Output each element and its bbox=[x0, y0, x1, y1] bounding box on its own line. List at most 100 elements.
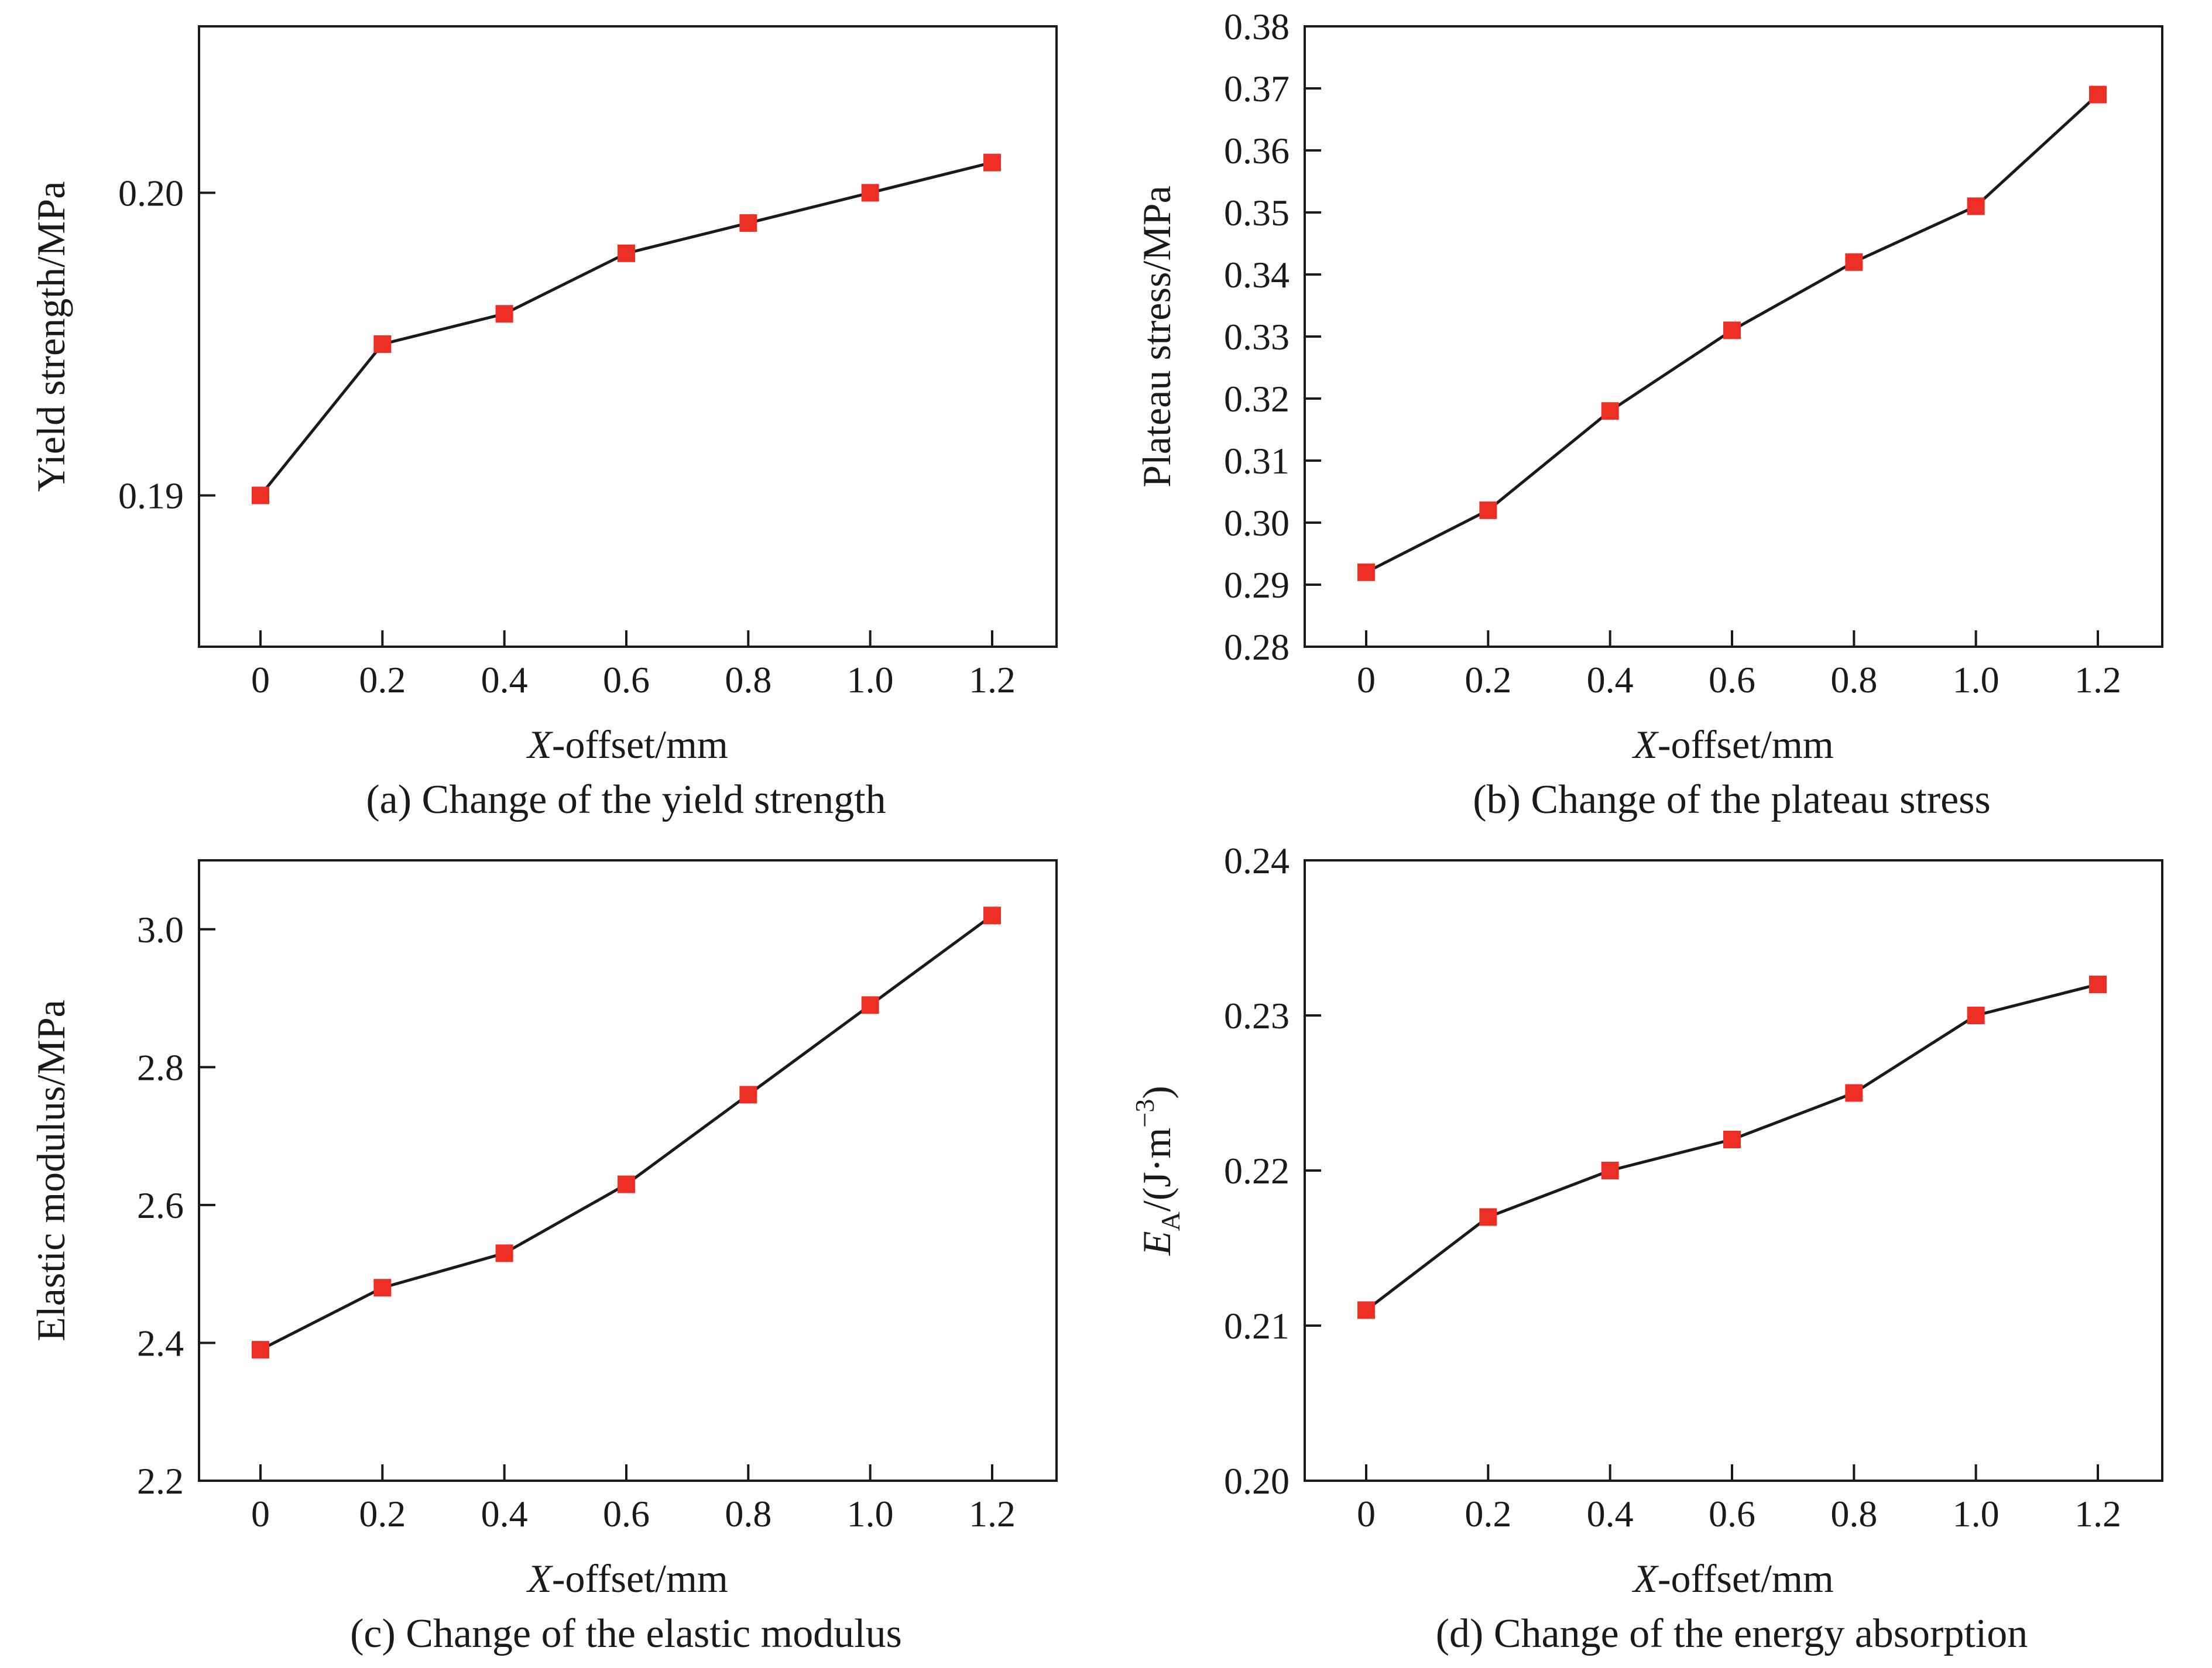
panel-elastic-modulus: 2.2 2.4 2.6 2.8 3.0 0 0.2 0.4 0.6 0.8 1.0 1.2 X-offs… bbox=[0, 834, 1106, 1668]
caption-plateau-stress: (b) Change of the plateau stress bbox=[1473, 777, 1991, 822]
series-line bbox=[259, 914, 994, 1351]
data-point-marker bbox=[1723, 1131, 1741, 1148]
chart-plateau-stress: 0.28 0.29 0.30 0.31 0.32 0.33 0.34 0.35 0.36 0.37… bbox=[1106, 0, 2211, 770]
y-tick-label: 0.22 bbox=[1224, 1150, 1290, 1192]
x-tick-label: 0 bbox=[1357, 659, 1376, 701]
axis-title-part: Plateau stress/MPa bbox=[1134, 186, 1179, 488]
y-tick-label: 0.33 bbox=[1224, 316, 1290, 358]
data-point-marker bbox=[1479, 501, 1497, 519]
y-tick-label: 2.4 bbox=[137, 1322, 184, 1364]
data-point-marker bbox=[1723, 321, 1741, 339]
x-tick-label: 0 bbox=[251, 1493, 270, 1535]
plot-border bbox=[198, 859, 1058, 1482]
axis-title-part: Elastic modulus/MPa bbox=[29, 1000, 73, 1341]
axis-title-part: E bbox=[1134, 1231, 1179, 1256]
x-tick-label: 1.2 bbox=[2074, 659, 2121, 701]
y-tick-label: 0.35 bbox=[1224, 192, 1290, 234]
y-tick-label: 0.24 bbox=[1224, 840, 1290, 881]
x-tick-label: 1.0 bbox=[847, 1493, 894, 1535]
x-tick-label: 0.6 bbox=[603, 1493, 650, 1535]
x-tick-label: 0.8 bbox=[1830, 1493, 1877, 1535]
data-point-marker bbox=[1845, 253, 1863, 271]
plot-border bbox=[1304, 859, 2163, 1482]
panel-energy-absorption: 0.20 0.21 0.22 0.23 0.24 0 0.2 0.4 0.6 0.8 1.0 1.2 X… bbox=[1106, 834, 2212, 1668]
y-tick-label: 0.23 bbox=[1224, 995, 1290, 1037]
x-axis-title: X-offset/mm bbox=[526, 1556, 728, 1601]
x-tick-label: 0.2 bbox=[359, 659, 406, 701]
chart-svg-c: 2.2 2.4 2.6 2.8 3.0 0 0.2 0.4 0.6 0.8 1.0 1.2 X-offs… bbox=[29, 859, 1058, 1601]
caption-yield-strength: (a) Change of the yield strength bbox=[366, 777, 886, 822]
y-tick-label: 2.6 bbox=[137, 1185, 184, 1226]
axis-title-part: A bbox=[1155, 1211, 1185, 1231]
x-tick-label: 1.2 bbox=[969, 659, 1016, 701]
y-axis-title: EA/(J·m−3) bbox=[1130, 1086, 1185, 1256]
y-tick-label: 0.19 bbox=[118, 475, 184, 516]
data-point-marker bbox=[1357, 1301, 1375, 1319]
x-tick-label: 1.2 bbox=[2074, 1493, 2121, 1535]
x-tick-label: 1.2 bbox=[969, 1493, 1016, 1535]
chart-svg-b: 0.28 0.29 0.30 0.31 0.32 0.33 0.34 0.35 0.36 0.37… bbox=[1134, 6, 2163, 767]
y-tick-label: 0.30 bbox=[1224, 502, 1290, 544]
axis-title-part: -offset/mm bbox=[552, 722, 728, 767]
data-point-marker bbox=[2089, 85, 2107, 104]
x-tick-label: 0.2 bbox=[1465, 1493, 1511, 1535]
chart-svg-a: 0.19 0.20 0 0.2 0.4 0.6 0.8 1.0 1.2 X-offset/mm Yi… bbox=[29, 25, 1058, 767]
x-tick-label: 0.8 bbox=[1830, 659, 1877, 701]
y-tick-label: 0.34 bbox=[1224, 254, 1290, 296]
chart-yield-strength: 0.19 0.20 0 0.2 0.4 0.6 0.8 1.0 1.2 X-offset/mm Yi… bbox=[0, 0, 1106, 770]
x-tick-label: 0 bbox=[1357, 1493, 1376, 1535]
axis-title-part: −3 bbox=[1130, 1099, 1160, 1128]
x-tick-label: 0.4 bbox=[481, 1493, 528, 1535]
x-tick-label: 0.2 bbox=[1465, 659, 1511, 701]
panel-yield-strength: 0.19 0.20 0 0.2 0.4 0.6 0.8 1.0 1.2 X-offset/mm Yi… bbox=[0, 0, 1106, 834]
x-tick-label: 0.6 bbox=[1709, 1493, 1755, 1535]
axis-title-part: ) bbox=[1134, 1086, 1179, 1099]
x-tick-label: 1.0 bbox=[847, 659, 894, 701]
axis-title-part: -offset/mm bbox=[1658, 722, 1834, 767]
data-point-marker bbox=[861, 996, 879, 1014]
axis-title-part: X bbox=[1631, 1556, 1659, 1601]
data-point-marker bbox=[861, 184, 879, 202]
x-axis-title: X-offset/mm bbox=[1631, 722, 1833, 767]
data-point-marker bbox=[1967, 1007, 1985, 1024]
data-point-marker bbox=[1601, 1162, 1619, 1179]
axis-title-part: Yield strength/MPa bbox=[29, 181, 73, 492]
data-point-marker bbox=[252, 1341, 269, 1359]
y-tick-label: 0.28 bbox=[1224, 626, 1290, 668]
data-point-marker bbox=[373, 335, 392, 353]
y-tick-label: 0.20 bbox=[118, 172, 184, 214]
data-point-marker bbox=[1845, 1084, 1863, 1102]
chart-energy-absorption: 0.20 0.21 0.22 0.23 0.24 0 0.2 0.4 0.6 0.8 1.0 1.2 X… bbox=[1106, 834, 2211, 1604]
data-point-marker bbox=[1967, 197, 1985, 215]
data-point-marker bbox=[2089, 976, 2107, 993]
axis-title-part: X bbox=[526, 1556, 553, 1601]
data-point-marker bbox=[618, 244, 635, 262]
data-point-marker bbox=[1357, 563, 1375, 581]
axis-title-part: -offset/mm bbox=[1658, 1556, 1834, 1601]
chart-svg-d: 0.20 0.21 0.22 0.23 0.24 0 0.2 0.4 0.6 0.8 1.0 1.2 X… bbox=[1130, 840, 2163, 1601]
caption-elastic-modulus: (c) Change of the elastic modulus bbox=[350, 1611, 902, 1656]
x-axis-title: X-offset/mm bbox=[1631, 1556, 1833, 1601]
axis-title-part: X bbox=[1631, 722, 1659, 767]
x-tick-label: 0.2 bbox=[359, 1493, 406, 1535]
data-point-marker bbox=[739, 214, 757, 232]
series-line bbox=[259, 161, 994, 497]
x-tick-label: 0.4 bbox=[1587, 1493, 1634, 1535]
x-tick-label: 0.6 bbox=[603, 659, 650, 701]
x-tick-label: 1.0 bbox=[1953, 659, 2000, 701]
y-axis-title: Elastic modulus/MPa bbox=[29, 1000, 73, 1341]
data-point-marker bbox=[495, 1244, 513, 1262]
y-tick-label: 0.20 bbox=[1224, 1460, 1290, 1502]
y-tick-label: 0.29 bbox=[1224, 564, 1290, 606]
y-tick-label: 3.0 bbox=[137, 909, 184, 950]
y-tick-label: 2.2 bbox=[137, 1460, 184, 1502]
axis-title-part: /(J·m bbox=[1134, 1128, 1179, 1212]
x-tick-label: 0.4 bbox=[1587, 659, 1634, 701]
data-point-marker bbox=[1479, 1208, 1497, 1226]
panel-plateau-stress: 0.28 0.29 0.30 0.31 0.32 0.33 0.34 0.35 0.36 0.37… bbox=[1106, 0, 2212, 834]
x-axis-title: X-offset/mm bbox=[526, 722, 728, 767]
data-point-marker bbox=[495, 305, 513, 323]
data-point-marker bbox=[983, 907, 1001, 925]
chart-elastic-modulus: 2.2 2.4 2.6 2.8 3.0 0 0.2 0.4 0.6 0.8 1.0 1.2 X-offs… bbox=[0, 834, 1106, 1604]
